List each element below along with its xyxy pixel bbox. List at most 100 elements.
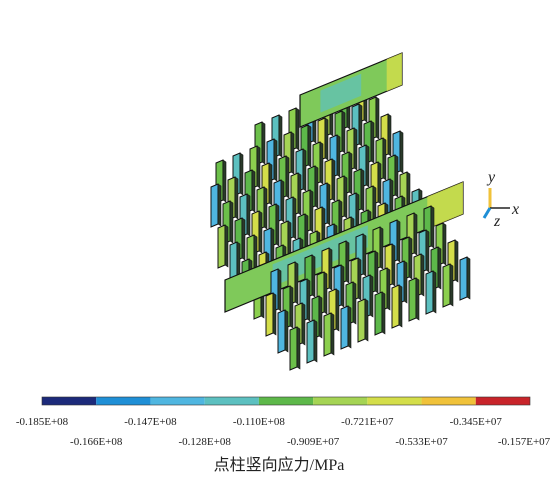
- fin-side: [291, 132, 294, 174]
- fin-side: [315, 166, 318, 208]
- fin-side: [348, 306, 351, 348]
- fin-side: [310, 190, 313, 232]
- fin-side: [242, 218, 245, 260]
- fin-side: [380, 227, 383, 269]
- fin-side: [363, 234, 366, 276]
- fin-side: [349, 152, 352, 194]
- colorbar-label: -0.147E+08: [124, 416, 177, 428]
- fin-side: [307, 279, 310, 321]
- fin-side: [409, 237, 412, 279]
- fin-side: [298, 173, 301, 215]
- fin: [375, 292, 382, 335]
- fin-side: [354, 128, 357, 170]
- fin: [358, 299, 365, 342]
- colorbar-segment: [259, 397, 313, 405]
- fin-side: [332, 159, 335, 201]
- fin-side: [240, 153, 243, 195]
- model-view: [211, 53, 470, 370]
- fin-side: [252, 170, 255, 212]
- fin-side: [303, 149, 306, 191]
- fin-side: [296, 108, 299, 150]
- fin-side: [370, 275, 373, 317]
- fin-side: [329, 248, 332, 290]
- fin-side: [235, 177, 238, 219]
- fin-side: [378, 162, 381, 204]
- fin-side: [375, 251, 378, 293]
- fin-side: [388, 114, 391, 156]
- fin-side: [247, 194, 250, 236]
- fin-side: [383, 138, 386, 180]
- fin: [266, 293, 273, 336]
- fin-side: [438, 247, 441, 289]
- fin: [426, 271, 433, 314]
- fin-side: [416, 278, 419, 320]
- fin: [392, 285, 399, 328]
- colorbar-label: -0.166E+08: [70, 436, 123, 448]
- fin: [324, 313, 331, 356]
- fin-side: [264, 187, 267, 229]
- fin: [307, 320, 314, 363]
- fin-side: [257, 146, 260, 188]
- fin-side: [346, 241, 349, 283]
- colorbar-label: -0.128E+08: [178, 436, 231, 448]
- fin-side: [262, 122, 265, 164]
- fin-side: [286, 156, 289, 198]
- colorbar-segment: [205, 397, 259, 405]
- colorbar-segment: [96, 397, 150, 405]
- fin-side: [467, 257, 470, 299]
- triad-z: [484, 208, 490, 218]
- fin-side: [308, 125, 311, 167]
- fin-side: [365, 299, 368, 341]
- fin: [290, 327, 297, 370]
- fin-side: [392, 244, 395, 286]
- fin-side: [450, 264, 453, 306]
- fin-side: [341, 265, 344, 307]
- fin-side: [337, 135, 340, 177]
- fin-side: [421, 254, 424, 296]
- colorbar-label: -0.157E+07: [498, 436, 551, 448]
- fin-side: [358, 258, 361, 300]
- fin-side: [295, 262, 298, 304]
- fin-side: [297, 327, 300, 369]
- colorbar-segment: [367, 397, 421, 405]
- fin: [409, 278, 416, 321]
- fin-side: [324, 272, 327, 314]
- colorbar-label: -0.909E+07: [287, 436, 340, 448]
- fin: [218, 225, 225, 268]
- fin-side: [387, 268, 390, 310]
- fin-side: [359, 104, 362, 146]
- fin-side: [325, 118, 328, 160]
- colorbar-segment: [476, 397, 530, 405]
- fin-side: [285, 310, 288, 352]
- fin-side: [331, 313, 334, 355]
- triad-z-label: z: [493, 213, 501, 230]
- fin-side: [361, 169, 364, 211]
- colorbar: -0.185E+08-0.147E+08-0.110E+08-0.721E+07…: [16, 397, 551, 448]
- fin-side: [344, 176, 347, 218]
- fin-side: [279, 115, 282, 157]
- colorbar-segment: [150, 397, 204, 405]
- colorbar-segment: [42, 397, 96, 405]
- triad-y-label: y: [486, 169, 496, 186]
- axis-triad: y x z: [484, 169, 519, 230]
- fin-side: [312, 255, 315, 297]
- fin-side: [443, 223, 446, 265]
- fin-side: [399, 285, 402, 327]
- colorbar-segment: [313, 397, 367, 405]
- colorbar-segment: [422, 397, 476, 405]
- fin-side: [230, 201, 233, 243]
- plate-end: [387, 53, 402, 91]
- fin-side: [433, 271, 436, 313]
- fin: [278, 310, 285, 353]
- fin-side: [426, 230, 429, 272]
- fin-side: [400, 131, 403, 173]
- colorbar-label: -0.533E+07: [395, 436, 448, 448]
- fin-side: [376, 97, 379, 139]
- fin-side: [382, 292, 385, 334]
- caption: 点柱竖向应力/MPa: [214, 455, 345, 474]
- fin-side: [314, 320, 317, 362]
- colorbar-label: -0.345E+07: [450, 416, 503, 428]
- fin-side: [259, 211, 262, 253]
- fin: [460, 257, 467, 300]
- fin-side: [223, 160, 226, 202]
